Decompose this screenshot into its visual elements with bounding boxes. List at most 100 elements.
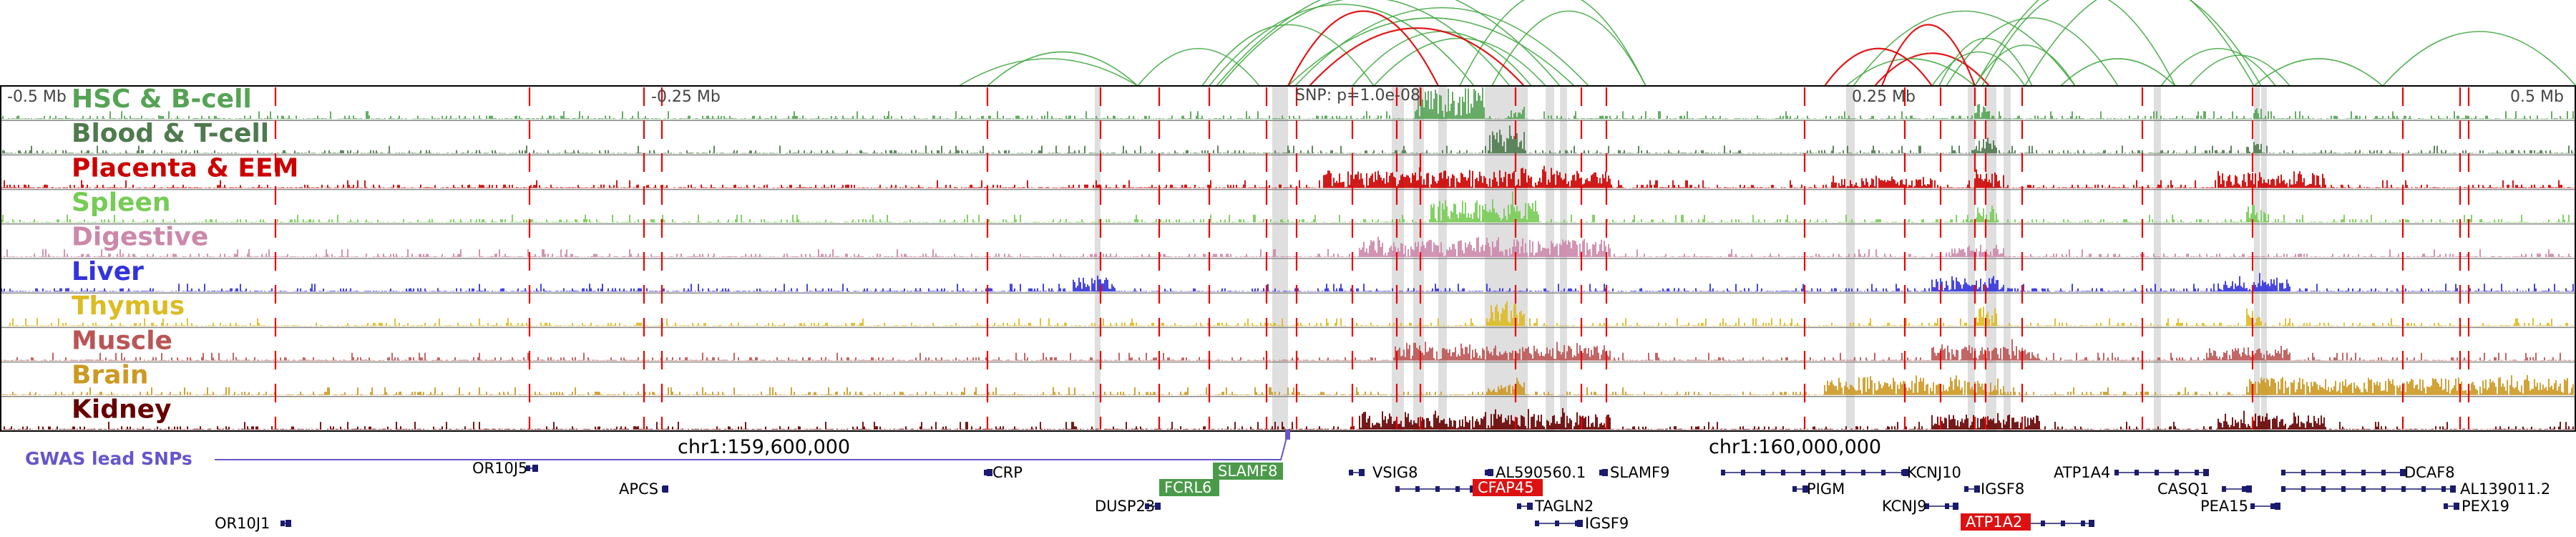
chromatin-loop-arc [1373, 37, 1546, 87]
gene-fcrl6: FCRL6 [1159, 479, 1219, 496]
chromatin-loop-arc [1209, 4, 1475, 87]
exon-mark [1455, 486, 1460, 492]
gene-igsf8: IGSF8 [1964, 480, 2024, 498]
gene-end-exon [2246, 485, 2252, 493]
exon-mark [2195, 470, 2199, 475]
gene-slamf9: SLAMF9 [1599, 464, 1669, 481]
chromatin-loop-arc [2253, 58, 2384, 87]
gene-casq1: CASQ1 [2157, 480, 2252, 498]
scale-label-right: 0.5 Mb [2510, 88, 2564, 106]
exon-mark [1535, 521, 1539, 526]
gene-highlight-box [1961, 513, 2031, 531]
exon-mark [1721, 470, 1725, 475]
gene-label: IGSF9 [1585, 515, 1629, 532]
chromatin-loop-arc [1931, 51, 2026, 87]
gwas-connector-line [215, 432, 1289, 460]
chromatin-loop-arc [1853, 10, 2076, 87]
gene-end-exon [2400, 469, 2406, 476]
exon-mark [2321, 486, 2326, 492]
exon-mark [1395, 486, 1400, 492]
chromatin-loop-arc [1287, 10, 1439, 87]
exon-mark [1861, 470, 1865, 475]
exon-mark [2281, 486, 2285, 492]
chromatin-loop-arc [1974, 0, 2255, 87]
gene-end-exon [1155, 503, 1161, 510]
gwas-lead-snps: GWAS lead SNPs [25, 430, 1290, 469]
gene-label: KCNJ9 [1882, 498, 1927, 515]
exon-mark [2381, 486, 2386, 492]
exon-mark [1841, 470, 1845, 475]
gwas-label: GWAS lead SNPs [25, 448, 192, 469]
gene-atp1a4: ATP1A4 [2054, 464, 2209, 481]
gene-label: OR10J5 [472, 460, 527, 477]
gene-pigm: PIGM [1792, 480, 1845, 498]
gene-label: DCAF8 [2404, 464, 2455, 481]
gene-end-exon [1359, 469, 1365, 476]
scale-label-mid-right: 0.25 Mb [1852, 88, 1916, 106]
exon-mark [2281, 470, 2285, 475]
exon-mark [2441, 486, 2446, 492]
gene-end-exon [2454, 503, 2459, 510]
track-label: Brain [72, 361, 148, 390]
chromatin-loop-arc [2060, 58, 2176, 87]
gene-end-exon [1802, 485, 1808, 493]
gene-dusp23: DUSP23 [1095, 498, 1161, 515]
track-label: Placenta & EEM [72, 153, 298, 183]
chromatin-loop-arc [2189, 54, 2290, 87]
chromatin-loop-arc [1352, 31, 1532, 87]
exon-mark [1485, 470, 1489, 475]
coordinate-left: chr1:159,600,000 [678, 436, 850, 458]
track-label: Blood & T-cell [72, 119, 269, 148]
exon-mark [280, 521, 285, 526]
chromatin-loop-arc [1287, 17, 1575, 87]
gene-label: AL139011.2 [2460, 480, 2550, 498]
chromatin-loop-arc [1219, 0, 1511, 87]
gene-crp: CRP [984, 464, 1023, 481]
gene-end-exon [2089, 520, 2094, 527]
exon-mark [1945, 503, 1949, 509]
exon-mark [2250, 503, 2255, 509]
chromatin-loop-arc [1880, 24, 1976, 87]
gene-end-exon [1974, 485, 1980, 493]
gene-label: PEX19 [2462, 498, 2509, 515]
track-label: Digestive [72, 223, 208, 252]
exon-mark [1415, 486, 1420, 492]
chromatin-loops [958, 0, 2576, 87]
exon-mark [1761, 470, 1765, 475]
gene-dcaf8: DCAF8 [2281, 464, 2455, 481]
chromatin-loop-arc [1201, 24, 1375, 87]
exon-mark [2301, 470, 2306, 475]
chromatin-loop-arc [1309, 27, 1525, 87]
gene-annotations: OR10J5 APCS OR10J1 CRP DUSP23 FCRL6 SLAMF8 VSIG… [215, 460, 2550, 532]
gene-cfap45: CFAP45 [1395, 479, 1543, 496]
exon-mark [2242, 486, 2246, 492]
chromatin-loop-arc [958, 58, 1138, 87]
gene-label: ATP1A4 [2054, 464, 2110, 481]
exon-mark [2222, 486, 2226, 492]
gene-or10j5: OR10J5 [472, 460, 538, 477]
gene-label: KCNJ10 [1907, 464, 1961, 481]
snp-label: SNP: p=1.0e-08 [1295, 87, 1420, 105]
gene-tagln2: TAGLN2 [1517, 498, 1594, 515]
gene-end-exon [1527, 503, 1533, 510]
chromatin-loop-arc [1938, 37, 2033, 87]
gene-end-exon [2203, 469, 2209, 476]
gene-highlight-box [1213, 463, 1283, 480]
gene-pea15: PEA15 [2200, 498, 2280, 515]
chromatin-loop-arc [1459, 0, 1646, 87]
gene-atp1a2: ATP1A2 [1961, 513, 2094, 531]
exon-mark [2361, 486, 2366, 492]
gene-end-exon [1602, 469, 1608, 476]
chromatin-loop-arc [2382, 31, 2576, 87]
track-label: Muscle [72, 326, 172, 355]
signal-tracks [1, 87, 2574, 430]
gene-label: CASQ1 [2157, 480, 2209, 498]
gene-label: CRP [992, 464, 1023, 481]
track-label: Spleen [72, 188, 171, 218]
exon-mark [2270, 503, 2275, 509]
gene-end-exon [2450, 485, 2456, 493]
gene-label: PIGM [1807, 480, 1845, 498]
exon-mark [1555, 521, 1559, 526]
